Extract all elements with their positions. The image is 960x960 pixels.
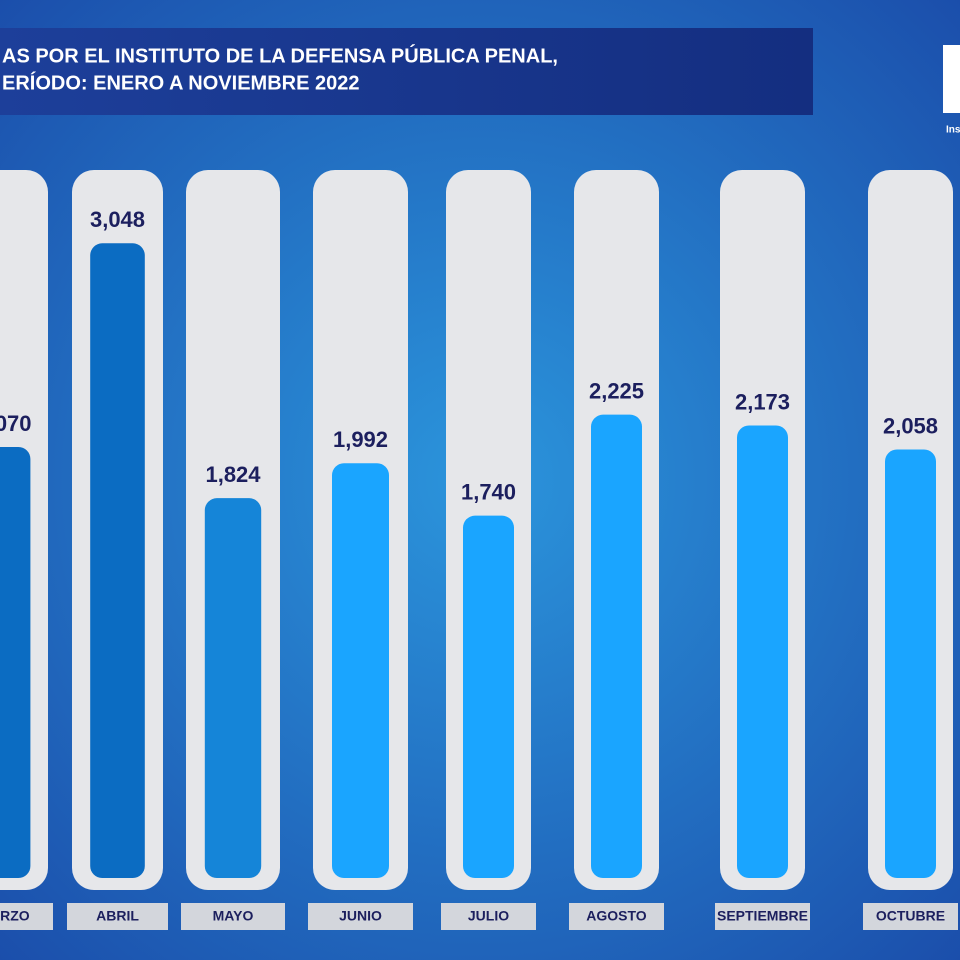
bar [90, 243, 145, 878]
value-label: 1,740 [461, 479, 516, 504]
category-box [0, 903, 53, 930]
bar [591, 414, 642, 878]
x-tick-label: JUNIO [339, 908, 382, 924]
category-box [715, 903, 810, 930]
value-label: 2,070 [0, 411, 32, 436]
chart-subtitle: ERÍODO: ENERO A NOVIEMBRE 2022 [2, 71, 359, 94]
bar [463, 515, 514, 878]
bar [737, 425, 788, 878]
value-label: 2,173 [735, 389, 790, 414]
category-box [308, 903, 413, 930]
x-tick-label: ABRIL [96, 908, 139, 924]
value-label: 1,824 [205, 462, 261, 487]
x-tick-label: OCTUBRE [876, 908, 945, 924]
category-box [569, 903, 664, 930]
bar [0, 446, 31, 878]
category-box [441, 903, 536, 930]
value-label: 1,992 [333, 427, 388, 452]
category-box [863, 903, 958, 930]
logo [943, 45, 960, 113]
x-tick-label: MARZO [0, 908, 30, 924]
chart-title: AS POR EL INSTITUTO DE LA DEFENSA PÚBLIC… [2, 43, 558, 67]
value-label: 2,058 [883, 413, 938, 438]
category-box [181, 903, 285, 930]
x-tick-label: JULIO [468, 908, 509, 924]
bar [204, 498, 262, 878]
x-tick-label: SEPTIEMBRE [717, 908, 808, 924]
bar [332, 463, 389, 878]
category-box [67, 903, 168, 930]
value-label: 3,048 [90, 207, 145, 232]
logo-text: Ins [946, 125, 960, 136]
x-tick-label: AGOSTO [586, 908, 647, 924]
value-label: 2,225 [589, 378, 644, 403]
bar [885, 449, 936, 878]
x-tick-label: MAYO [213, 908, 254, 924]
title-banner [0, 28, 813, 115]
